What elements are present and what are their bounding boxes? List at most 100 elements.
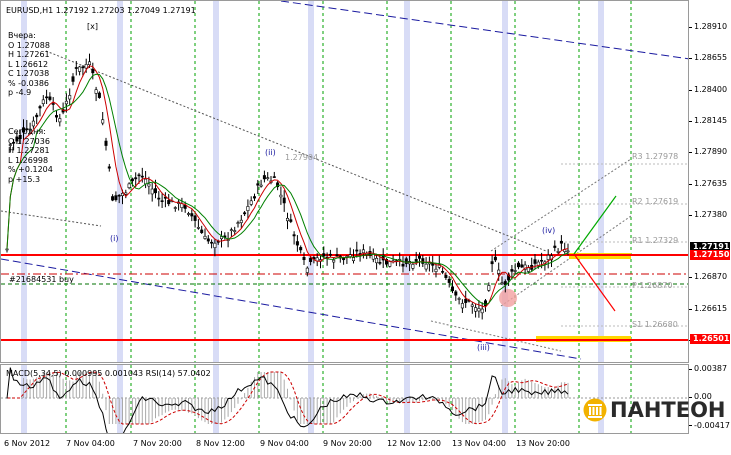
candle-body [137, 174, 141, 177]
panteon-logo: ПАНТЕОН [583, 397, 726, 423]
candle-body [460, 303, 464, 309]
candle-body [18, 135, 22, 140]
price-axis-label: 1.28145 [694, 115, 728, 125]
candle-body [256, 183, 260, 186]
candle-body [259, 184, 263, 187]
candle-body [134, 177, 138, 180]
session-band [404, 1, 410, 362]
candle-body [54, 115, 58, 118]
candle-body [78, 66, 82, 72]
symbol-header: EURUSD,H1 1.27192 1.27203 1.27049 1.2719… [6, 6, 196, 16]
candle-body [51, 103, 55, 105]
time-axis[interactable]: 6 Nov 2012 7 Nov 04:00 7 Nov 20:00 8 Nov… [0, 434, 689, 455]
candle-body [173, 207, 177, 209]
pivot-r3-label: R3 1.27978 [632, 152, 679, 161]
price-axis-label: 1.28655 [694, 53, 728, 63]
candle-body [196, 227, 200, 229]
session-band [213, 365, 219, 433]
price-axis-label: 1.28910 [694, 22, 728, 31]
candle-body [559, 240, 563, 244]
candle-body [140, 175, 144, 178]
price-axis-tick [689, 58, 692, 60]
price-axis-label: 1.26615 [694, 303, 728, 313]
indicator-axis: 0.00387 0.00 -0.00417 [689, 364, 731, 434]
session-band [598, 1, 604, 362]
candle-body [203, 235, 207, 239]
wave-iv-label: (iv) [542, 226, 556, 235]
candle-body [401, 263, 405, 267]
candle-body [127, 183, 131, 189]
candle-body [434, 268, 438, 272]
time-label: 7 Nov 20:00 [133, 439, 182, 448]
price-axis-tick [689, 308, 692, 310]
candle-body [282, 197, 286, 204]
candle-body [474, 307, 478, 312]
price-axis-tick [689, 214, 692, 216]
wave-x-marker: [x] [87, 22, 98, 31]
candle-body [546, 254, 550, 260]
candle-body [332, 259, 336, 263]
entry-highlight-circle [499, 289, 517, 307]
order-label[interactable]: #21684531 buy [9, 275, 74, 284]
candle-body [190, 213, 194, 217]
candle-body [404, 258, 408, 264]
yesterday-close: C 1.27038 [8, 69, 50, 78]
indicator-axis-tick [689, 397, 692, 398]
session-band [21, 1, 27, 362]
candle-body [351, 257, 355, 262]
candle-body [25, 128, 29, 130]
price-chart[interactable]: EURUSD,H1 1.27192 1.27203 1.27049 1.2719… [0, 0, 689, 363]
indicator-canvas[interactable] [1, 365, 689, 434]
yesterday-title: Вчера: [8, 31, 36, 40]
candle-body [213, 242, 217, 248]
candle-body [414, 259, 418, 262]
candle-body [384, 259, 388, 265]
time-label: 9 Nov 04:00 [260, 439, 309, 448]
candle-body [299, 247, 303, 251]
candle-body [493, 256, 497, 261]
time-label: 12 Nov 12:00 [387, 439, 441, 448]
candle-body [335, 254, 339, 257]
candle-body [510, 269, 514, 272]
candle-body [187, 213, 191, 215]
indicator-window[interactable] [0, 364, 689, 434]
candle-body [424, 263, 428, 270]
candle-body [71, 76, 75, 82]
candle-body [342, 257, 346, 261]
pivot-p-label: P 1.26870 [632, 281, 673, 290]
candle-body [167, 200, 171, 205]
candle-body [490, 261, 494, 265]
session-band [502, 1, 508, 362]
time-label: 7 Nov 04:00 [66, 439, 115, 448]
candle-body [233, 230, 237, 232]
price-chart-canvas[interactable] [1, 1, 689, 363]
yesterday-pips: p -4.9 [8, 88, 32, 97]
candle-body [556, 251, 560, 253]
candle-body [309, 257, 313, 262]
time-label: 9 Nov 20:00 [323, 439, 372, 448]
moving-average-fast [6, 65, 569, 308]
candle-body [302, 256, 306, 261]
pivot-s1-label: S1 1.26680 [632, 320, 678, 329]
wave-i-label: (i) [110, 234, 119, 243]
candle-body [183, 204, 187, 209]
price-axis[interactable]: 1.28910 1.28655 1.28400 1.28145 1.27890 1.276… [689, 0, 731, 363]
candle-body [31, 120, 35, 127]
today-open: O 1.27036 [8, 136, 50, 146]
candle-body [253, 196, 257, 199]
price-axis-tick [689, 27, 692, 28]
candle-body [249, 200, 253, 205]
candle-body [378, 262, 382, 264]
trend-line-dotted [1, 210, 102, 227]
candle-body [200, 229, 204, 234]
yesterday-open: O 1.27088 [8, 40, 50, 50]
candle-body [279, 194, 283, 198]
candle-body [8, 144, 12, 146]
price-axis-tick [689, 183, 692, 185]
panteon-logo-text: ПАНТЕОН [610, 398, 726, 422]
price-axis-label: 1.27635 [694, 178, 728, 188]
candle-body [229, 229, 233, 231]
session-band [213, 1, 219, 362]
candle-body [117, 194, 121, 197]
candle-body [441, 271, 445, 273]
